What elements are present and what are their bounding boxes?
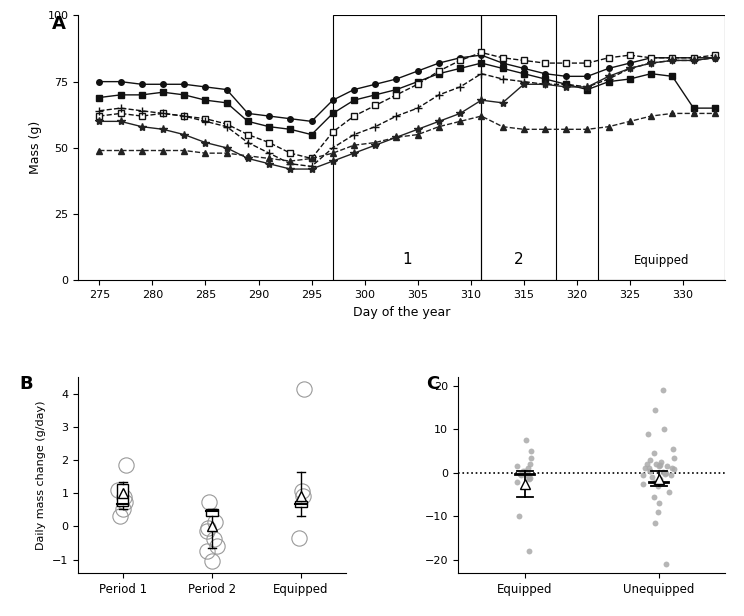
- Point: [649, 405, 661, 415]
- Point: [523, 546, 535, 556]
- Point: [653, 461, 665, 471]
- Point: [639, 463, 651, 473]
- Point: [654, 460, 666, 470]
- Point: [657, 467, 669, 477]
- Point: [641, 459, 652, 469]
- Point: [642, 429, 654, 439]
- Point: [648, 448, 660, 458]
- Bar: [295, 501, 307, 508]
- Text: C: C: [426, 375, 439, 393]
- Point: [638, 470, 650, 480]
- Point: [525, 446, 537, 456]
- Point: [667, 444, 679, 454]
- Bar: [206, 509, 218, 516]
- Text: 2: 2: [513, 252, 523, 267]
- Point: [648, 492, 660, 501]
- Point: [522, 468, 533, 478]
- Point: [664, 487, 676, 497]
- Point: [653, 498, 665, 508]
- Point: [525, 473, 536, 483]
- Point: [524, 459, 536, 469]
- Point: [667, 463, 679, 472]
- Text: Equipped: Equipped: [634, 254, 690, 267]
- Bar: [481, 15, 556, 280]
- Point: [655, 457, 667, 467]
- Point: [658, 469, 670, 479]
- Point: [661, 461, 673, 471]
- Point: [650, 459, 661, 469]
- Point: [649, 477, 661, 487]
- Text: A: A: [52, 15, 66, 33]
- Point: [511, 461, 523, 471]
- Point: [655, 474, 667, 484]
- Point: [649, 518, 661, 528]
- X-axis label: Day of the year: Day of the year: [353, 306, 450, 318]
- Point: [660, 468, 672, 478]
- Point: [665, 470, 677, 480]
- Point: [519, 466, 531, 476]
- Point: [652, 507, 664, 517]
- Point: [661, 559, 673, 569]
- Y-axis label: Daily mass change (g/day): Daily mass change (g/day): [36, 400, 46, 549]
- Bar: [117, 484, 129, 506]
- Point: [638, 479, 650, 488]
- Point: [643, 463, 655, 473]
- Point: [644, 455, 656, 464]
- Text: B: B: [19, 375, 33, 393]
- Point: [652, 481, 664, 491]
- Point: [513, 511, 525, 521]
- Point: [520, 436, 532, 445]
- Point: [522, 463, 534, 473]
- Point: [646, 472, 658, 482]
- Point: [511, 477, 523, 487]
- Point: [523, 472, 535, 482]
- Text: 1: 1: [403, 252, 412, 267]
- Point: [668, 453, 680, 463]
- Point: [525, 453, 537, 463]
- Point: [657, 385, 669, 395]
- Bar: [598, 15, 725, 280]
- Point: [517, 466, 529, 476]
- Y-axis label: Mass (g): Mass (g): [29, 121, 42, 174]
- Point: [515, 470, 527, 480]
- Point: [523, 474, 535, 484]
- Point: [522, 471, 534, 481]
- Point: [658, 424, 670, 434]
- Point: [514, 469, 526, 479]
- Bar: [333, 15, 481, 280]
- Point: [644, 466, 656, 476]
- Point: [644, 466, 656, 476]
- Point: [668, 464, 680, 474]
